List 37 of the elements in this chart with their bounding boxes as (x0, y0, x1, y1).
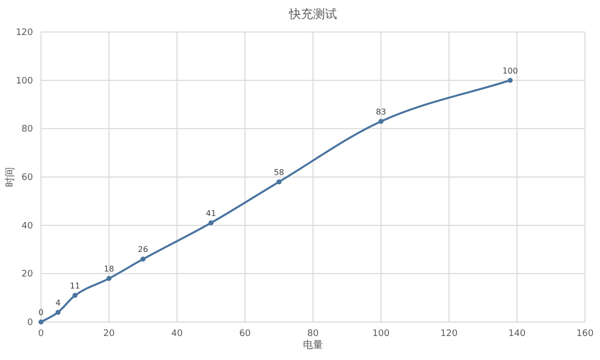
point (56, 310, 60, 315)
point (378, 118, 384, 124)
chart-title: 快充测试 (288, 7, 337, 21)
y-axis-title: 时间 (4, 167, 16, 187)
point (208, 220, 214, 226)
y-tick-label: 100 (16, 76, 34, 86)
point (140, 256, 146, 262)
data-label: 4 (55, 298, 61, 308)
point (72, 292, 78, 298)
x-tick-label: 100 (372, 329, 390, 339)
y-tick-label: 20 (22, 270, 34, 280)
data-label: 26 (138, 245, 148, 254)
point (38, 320, 44, 324)
data-label: 100 (502, 66, 518, 76)
x-tick-label: 160 (576, 329, 594, 339)
x-tick-label: 80 (307, 329, 319, 339)
x-tick-label: 60 (239, 329, 251, 339)
point (276, 179, 282, 184)
point (508, 78, 513, 83)
x-axis-title: 电量 (303, 339, 323, 351)
data-label: 58 (274, 168, 284, 177)
y-tick-label: 80 (22, 124, 34, 135)
y-tick-label: 0 (27, 318, 34, 328)
data-label: 83 (376, 107, 386, 116)
y-tick-label: 60 (22, 173, 34, 183)
x-tick-label: 140 (508, 329, 526, 339)
y-tick-label: 120 (16, 28, 34, 38)
y-tick-label: 40 (22, 221, 34, 232)
x-tick-label: 0 (38, 329, 44, 339)
point (106, 276, 112, 281)
x-tick-label: 20 (103, 329, 115, 339)
x-tick-label: 120 (440, 329, 458, 339)
data-label: 11 (70, 281, 80, 290)
data-label: 0 (38, 308, 44, 317)
data-label: 18 (104, 264, 114, 274)
x-tick-label: 40 (171, 329, 183, 339)
data-label: 41 (206, 208, 216, 218)
